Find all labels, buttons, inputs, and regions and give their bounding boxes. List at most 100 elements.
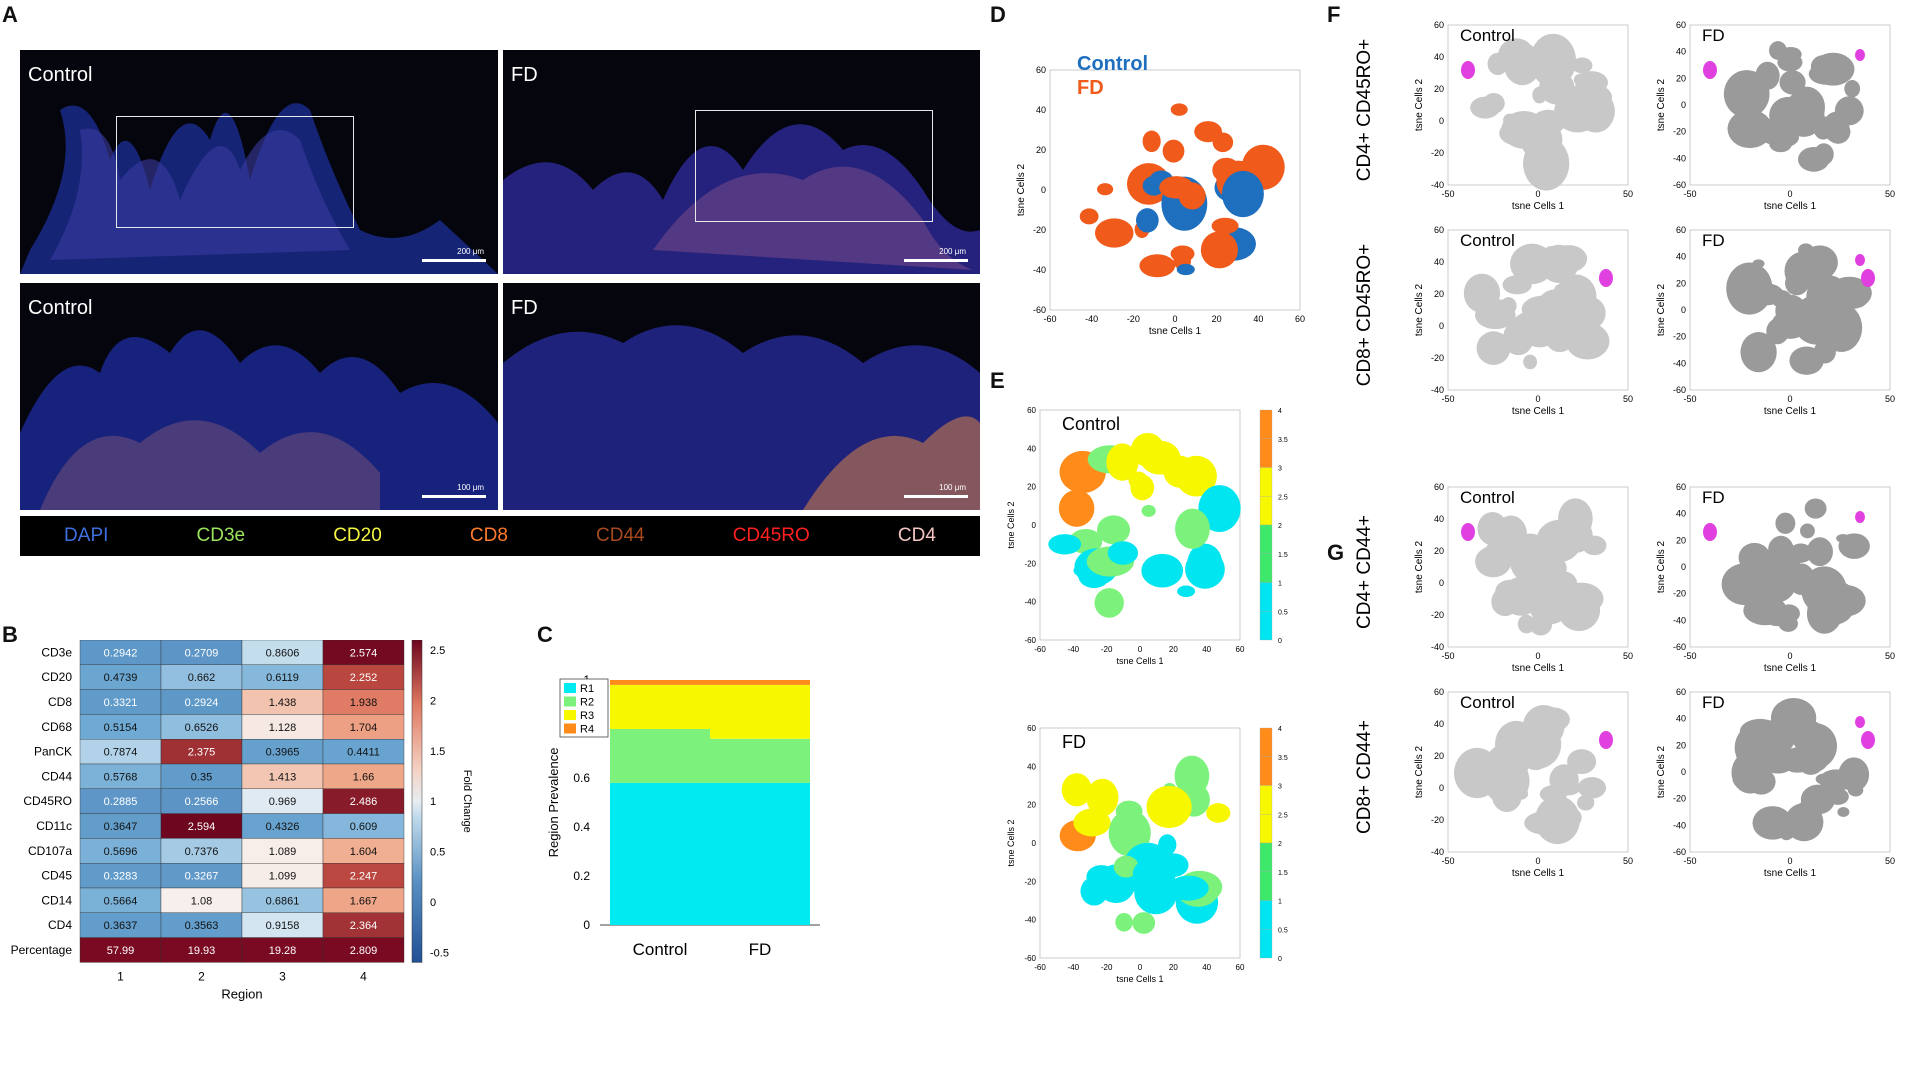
- x-tick-label: 60: [1236, 645, 1245, 654]
- cell-value: 1.413: [269, 771, 297, 783]
- heatmap-cell: [322, 763, 405, 789]
- cluster-blob: [1477, 512, 1508, 546]
- cluster-blob: [1211, 217, 1239, 235]
- stack-segment: [610, 680, 710, 685]
- subplot-title: Control: [1062, 414, 1120, 434]
- scatter-points: [1726, 243, 1872, 375]
- x-tick-label: -50: [1441, 189, 1454, 199]
- heatmap-cell: [160, 838, 243, 864]
- y-tick-label: 60: [1434, 225, 1444, 235]
- scale-text: 200 μm: [457, 247, 484, 256]
- cluster-blob: [1847, 784, 1864, 797]
- cluster-blob: [1784, 803, 1824, 842]
- x-tick-label: 50: [1885, 189, 1895, 199]
- scatter-points: [1723, 41, 1864, 172]
- cluster-blob: [1523, 136, 1570, 191]
- marker-label: CD4: [897, 525, 936, 546]
- cell-value: 57.99: [107, 945, 135, 957]
- x-axis-label: tsne Cells 1: [1512, 868, 1565, 879]
- cluster-blob: [1792, 310, 1825, 337]
- colorbar-segment: [1259, 785, 1273, 815]
- x-tick-label: -50: [1441, 651, 1454, 661]
- cluster-blob: [1804, 498, 1827, 519]
- heatmap-cell: [322, 887, 405, 913]
- colorbar-tick: 0.5: [1278, 609, 1288, 616]
- cluster-blob: [1788, 543, 1813, 563]
- x-tick-label: -50: [1683, 856, 1696, 866]
- cell-value: 2.809: [350, 945, 378, 957]
- cell-value: 1.099: [269, 871, 297, 883]
- colorbar-segment: [1259, 871, 1273, 901]
- y-tick-label: -60: [1024, 954, 1036, 963]
- cluster-blob: [1176, 263, 1195, 276]
- cell-value: 0.3321: [104, 697, 138, 709]
- x-tick-label: -20: [1101, 963, 1113, 972]
- x-tick-label: 0: [1535, 651, 1540, 661]
- x-tick-label: -60: [1034, 645, 1046, 654]
- cluster-blob: [1141, 504, 1156, 517]
- subplot-title: FD: [1702, 488, 1725, 507]
- heatmap-cell: [160, 937, 243, 963]
- scatter-points: [1059, 755, 1231, 934]
- y-tick-label: 40: [1434, 719, 1444, 729]
- scatter-points: [1470, 33, 1615, 191]
- x-tick-label: -50: [1683, 394, 1696, 404]
- legend-swatch: [564, 683, 576, 693]
- subplot-title: Control: [1460, 693, 1515, 712]
- x-tick-label: 20: [1169, 963, 1178, 972]
- region-prevalence-chart: 00.20.40.60.81Region PrevalenceControlFD…: [546, 673, 820, 959]
- cluster-blob: [1139, 254, 1176, 278]
- cell-value: 0.3647: [104, 821, 138, 833]
- cluster-blob: [1168, 875, 1209, 901]
- highlight-cluster: [1855, 254, 1865, 266]
- cell-value: 0.3637: [104, 920, 138, 932]
- cluster-blob: [1115, 912, 1133, 932]
- scale-text: 100 μm: [457, 483, 484, 492]
- cluster-blob: [1574, 296, 1606, 330]
- y-tick-label: 0: [1439, 783, 1444, 793]
- cluster-blob: [1132, 857, 1176, 891]
- cluster-blob: [1170, 245, 1195, 263]
- cluster-blob: [1491, 587, 1519, 617]
- colorbar-label: Fold Change: [461, 770, 473, 833]
- x-tick-label: 0: [1138, 963, 1143, 972]
- heatmap-cell: [322, 689, 405, 715]
- legend-label: R2: [580, 697, 594, 709]
- cell-value: 0.6119: [266, 672, 299, 684]
- row-label: CD8+ CD44+: [1354, 720, 1375, 834]
- cluster-blob: [1800, 523, 1815, 539]
- legend-label: R4: [580, 724, 594, 736]
- category-label: FD: [749, 940, 772, 959]
- x-axis-label: tsne Cells 1: [1512, 406, 1565, 417]
- y-tick-label: -20: [1431, 610, 1444, 620]
- cluster-blob: [1497, 38, 1535, 74]
- heatmap-cell: [241, 788, 324, 814]
- y-tick-label: -20: [1673, 794, 1686, 804]
- cluster-blob: [1511, 312, 1546, 344]
- scatter-points: [1731, 697, 1870, 842]
- marker-label: CD44: [596, 525, 645, 546]
- heatmap-cell: [241, 763, 324, 789]
- y-tick-label: 20: [1027, 483, 1036, 492]
- panel-letter-e: E: [990, 368, 1005, 393]
- cell-value: 19.28: [269, 945, 297, 957]
- subplot-title: Control: [1460, 231, 1515, 250]
- y-tick-label: 0: [1032, 521, 1037, 530]
- x-tick-label: 0: [1535, 189, 1540, 199]
- panel-letter-f: F: [1327, 2, 1341, 27]
- cluster-blob: [1115, 800, 1143, 823]
- x-tick-label: -60: [1043, 314, 1056, 324]
- cluster-blob: [1175, 508, 1210, 549]
- cluster-blob: [1513, 787, 1529, 800]
- y-tick-label: 40: [1027, 762, 1036, 771]
- highlight-cluster: [1703, 61, 1717, 79]
- cell-value: 0.609: [350, 821, 378, 833]
- cluster-blob: [1142, 130, 1161, 153]
- subplot-title: FD: [1702, 693, 1725, 712]
- x-tick-label: -50: [1441, 856, 1454, 866]
- heatmap-cell: [322, 937, 405, 963]
- cluster-blob: [1726, 262, 1773, 315]
- y-tick-label: 40: [1676, 252, 1686, 262]
- colorbar-tick: 1.5: [430, 746, 445, 758]
- cluster-blob: [1484, 538, 1523, 567]
